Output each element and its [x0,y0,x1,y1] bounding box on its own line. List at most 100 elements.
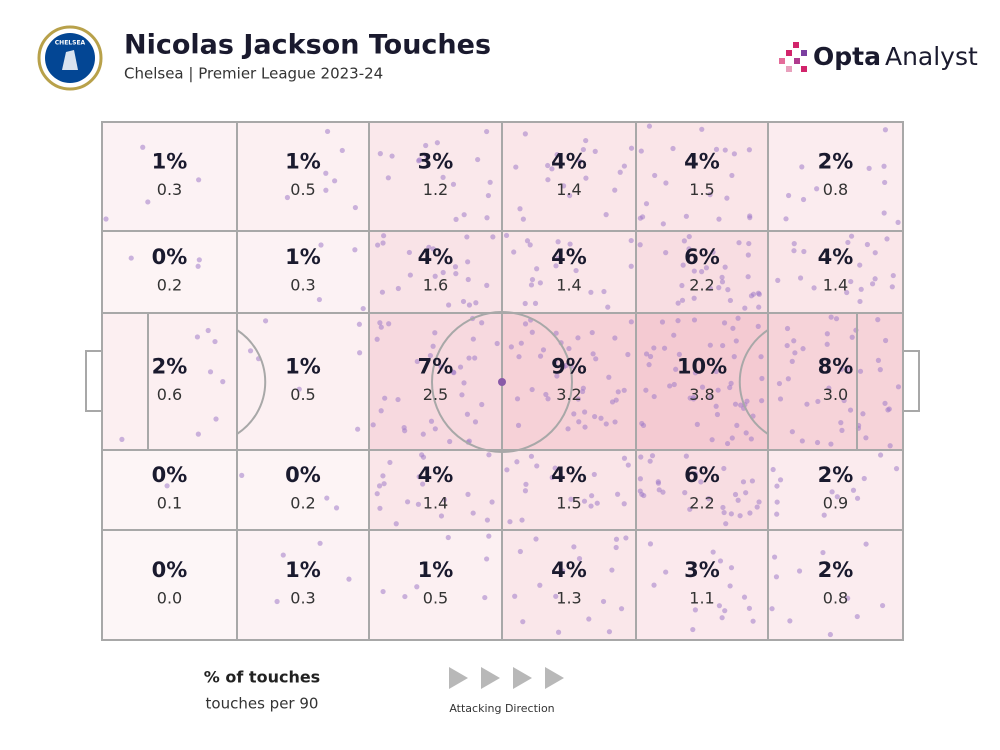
zone-shade [102,450,237,530]
subtitle: Chelsea | Premier League 2023-24 [124,65,383,83]
touch-dot [746,147,752,153]
touch-dot [518,340,524,346]
touch-dot [661,345,668,351]
logo-pixel [786,66,792,72]
touch-dot [882,400,888,406]
touch-dot [601,288,607,295]
touch-dot [660,489,666,495]
touch-dot [735,315,741,321]
touch-dot [820,549,826,556]
touch-dot [580,146,586,153]
touch-dot [247,348,254,354]
touch-dot [485,192,491,199]
touch-dot [196,177,202,183]
touch-dot [465,259,471,265]
touch-dot [537,353,544,359]
touch-dot [553,263,559,269]
zone-per90: 0.8 [823,589,848,608]
touch-dot [849,334,855,340]
touch-dot [553,593,559,599]
touch-dot [554,373,560,379]
touch-dot [714,411,721,418]
touch-dot [671,381,677,388]
touch-dot [440,269,446,276]
touch-dot [524,238,531,244]
touch-dot [375,242,381,248]
touch-dot [748,293,755,299]
touch-dot [376,483,383,489]
touch-dot [333,505,340,511]
zone-per90: 1.1 [689,589,714,608]
touch-dot [381,481,387,487]
zone-per90: 2.5 [423,385,448,404]
zone-shade [636,313,768,450]
touch-dot [729,172,735,179]
touch-dot [720,342,726,349]
title: Nicolas Jackson Touches [124,30,491,61]
touch-dot [724,195,730,201]
badge: CHELSEA [37,25,103,91]
touch-dot [583,137,589,144]
touch-dot [453,271,459,277]
touch-dot [621,501,627,507]
touch-dot [878,452,884,458]
touch-dot [621,455,628,461]
touch-dot [625,462,631,468]
touch-dot [670,145,676,152]
touch-dot [675,300,681,306]
touch-dot [800,196,807,203]
logo-pixel [793,42,799,48]
touch-dot [534,266,540,272]
zone-pct: 7% [418,355,454,379]
touch-dot [625,351,631,358]
touch-dot [603,212,609,218]
touch-dot [663,250,669,256]
touch-dot [207,369,214,375]
touch-dot [745,274,751,280]
touch-dot [789,429,795,435]
touch-dot [378,324,384,330]
touch-dot [475,156,481,163]
touch-dot [659,319,666,325]
zone-pct: 6% [684,463,720,487]
touch-dot [844,289,850,296]
legend-secondary: touches per 90 [206,695,319,713]
touch-dot [814,439,821,446]
touch-dot [759,398,765,404]
arrow [513,667,532,689]
touch-dot [360,305,366,312]
touch-dot [513,164,519,170]
touch-dot [717,558,724,564]
zone-shade [636,122,768,231]
touch-dot [743,430,749,436]
zone-pct: 0% [152,463,188,487]
touch-dot [404,499,411,505]
touch-dot [833,316,840,322]
touch-dot [514,459,520,465]
touch-dot [737,513,743,519]
touch-dot [732,491,739,498]
touch-dot [612,187,618,193]
zone-pct: 4% [551,245,587,269]
touch-dot [872,276,878,282]
touch-dot [487,179,493,185]
logo-pixel [801,50,807,56]
touch-dot [567,192,573,199]
touch-dot [612,419,618,425]
zone-per90: 1.2 [423,180,448,199]
touch-dot [637,242,643,248]
touch-dot [750,618,756,624]
touch-dot [357,350,363,356]
zone-per90: 1.6 [423,276,448,295]
touch-dot [639,420,645,427]
touch-dot [877,367,883,373]
zone-pct: 1% [285,355,321,379]
touch-dot [470,336,476,342]
zone-pct: 4% [684,150,720,174]
touch-dot [537,582,543,588]
zone-per90: 1.4 [423,494,448,513]
touch-dot [377,505,383,511]
zone-shade [636,450,768,530]
touch-dot [747,510,753,516]
touch-dot [828,314,834,320]
